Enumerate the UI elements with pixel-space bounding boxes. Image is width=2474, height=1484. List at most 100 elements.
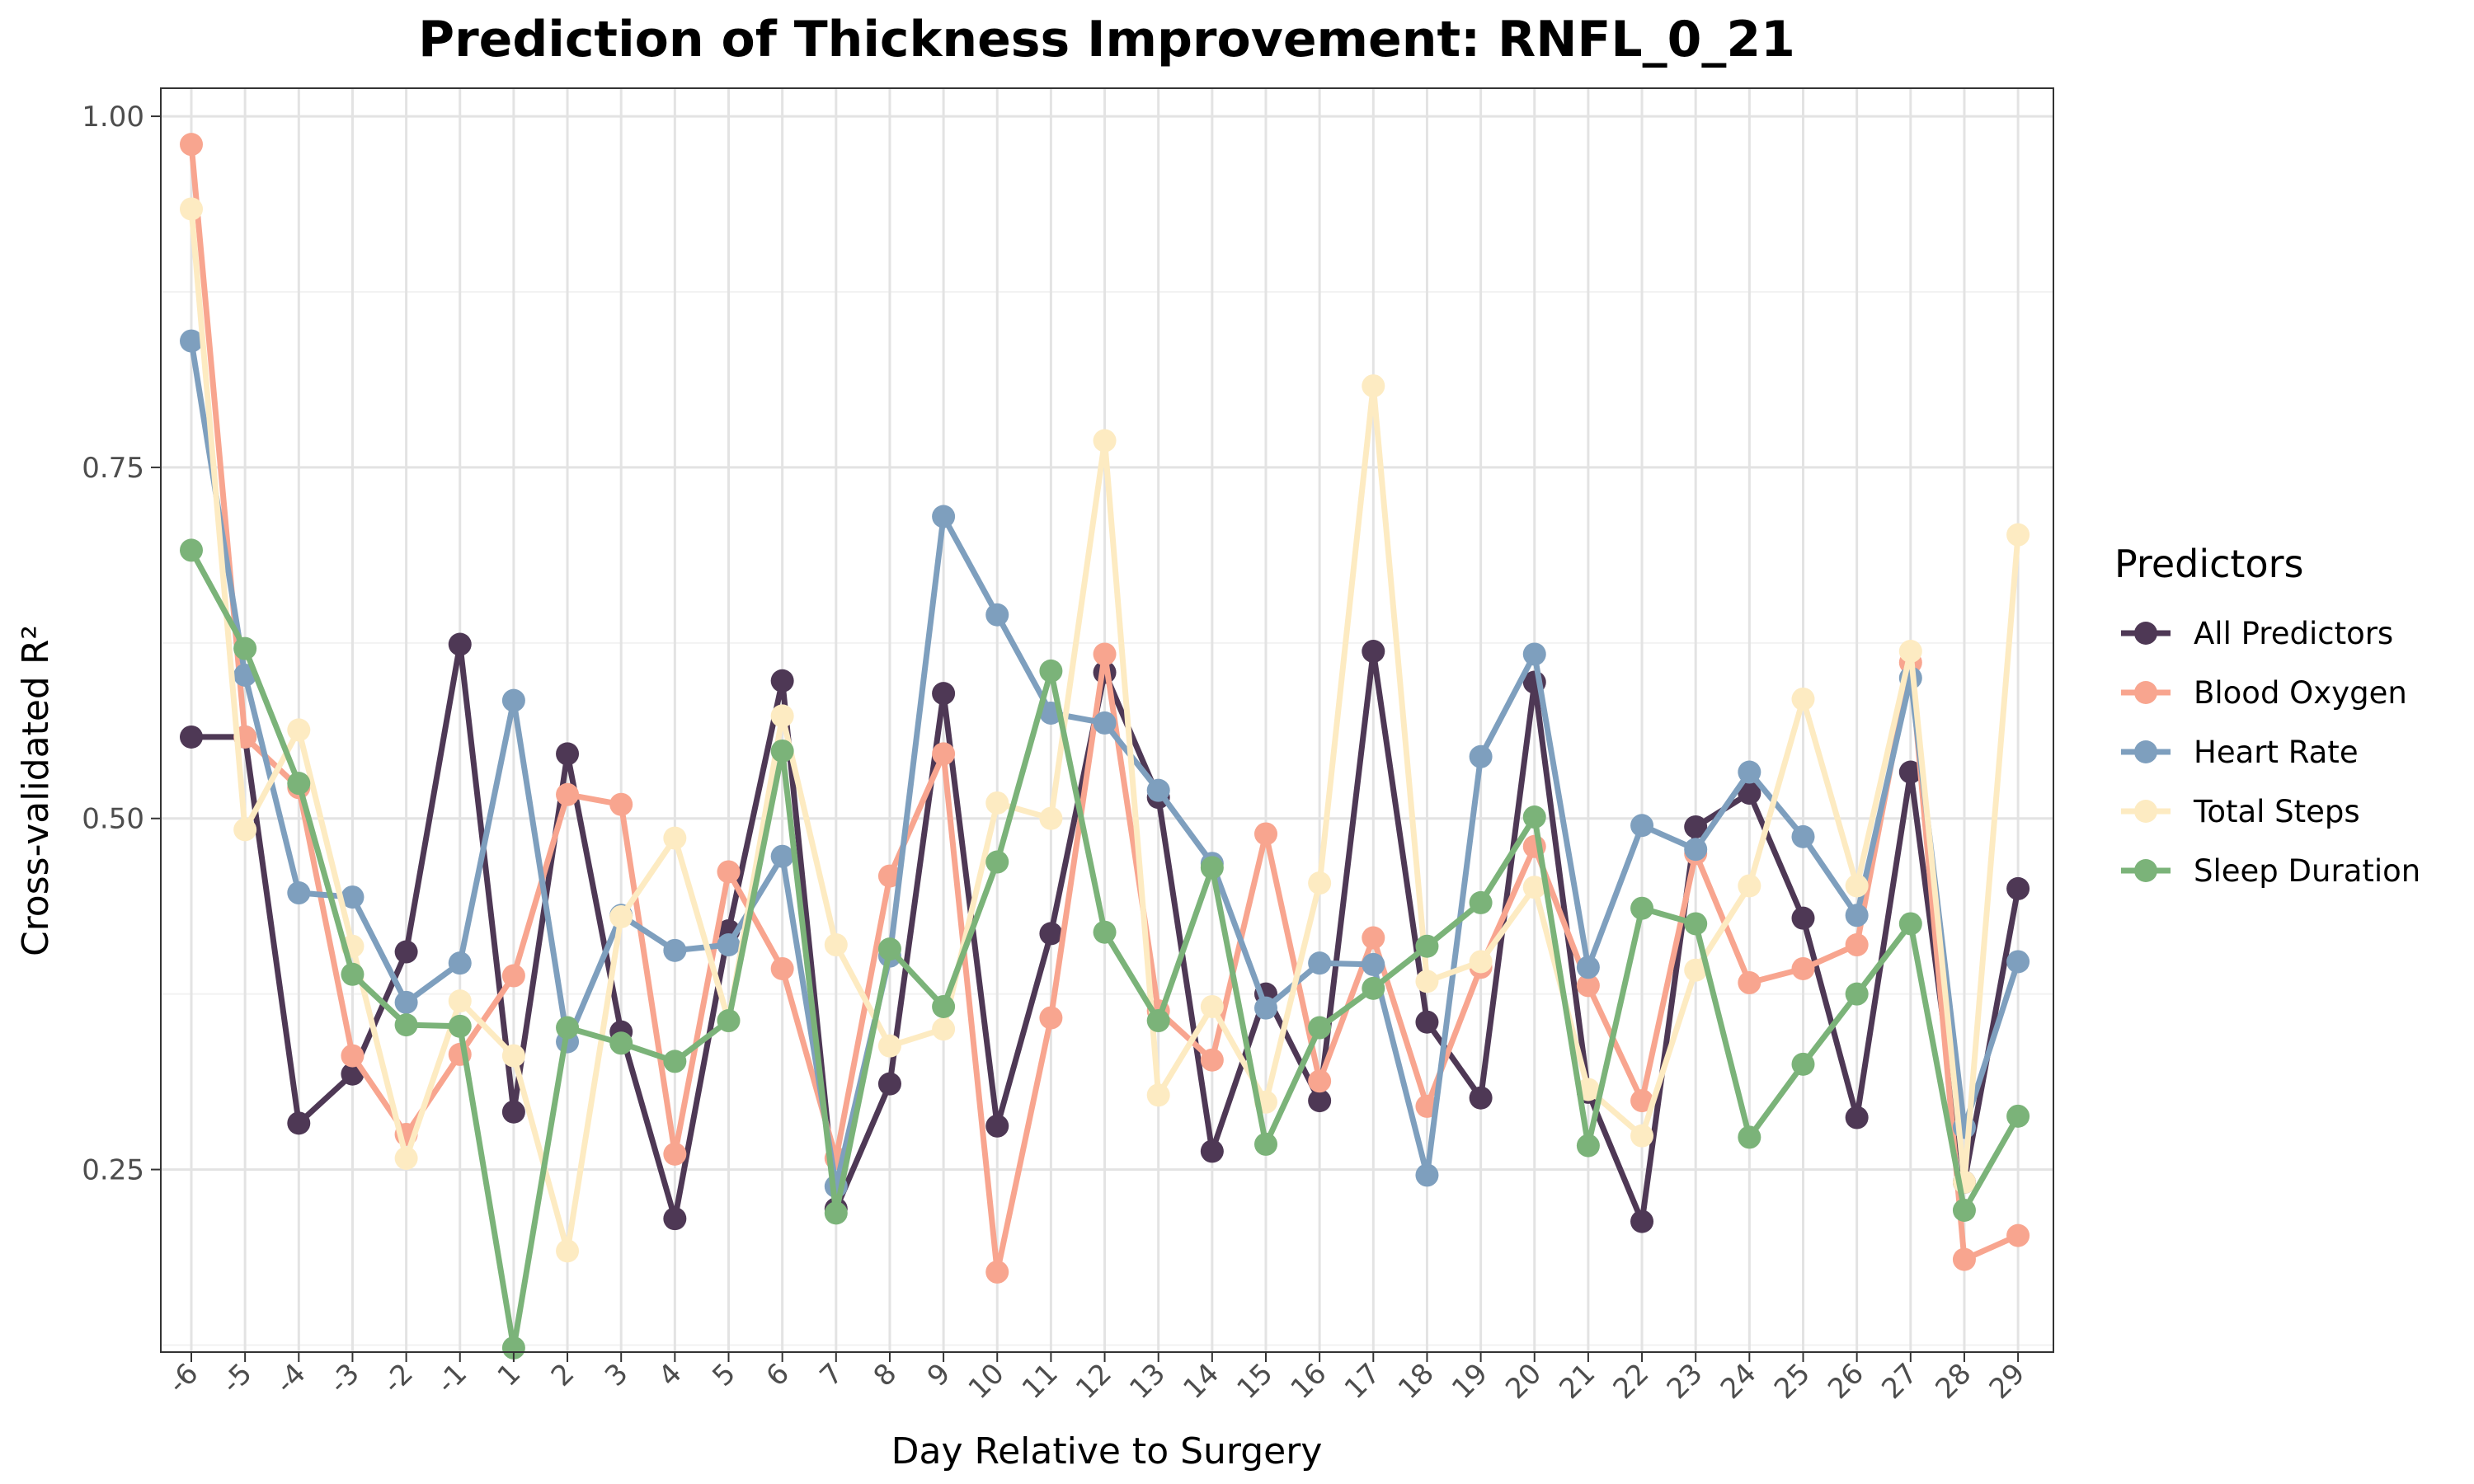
series-sleep-duration — [180, 538, 2030, 1360]
data-point — [1845, 982, 1869, 1006]
data-point — [1469, 950, 1493, 974]
data-point — [877, 1072, 901, 1096]
data-point — [1469, 744, 1493, 768]
data-point — [932, 1017, 956, 1041]
data-point — [1308, 1069, 1332, 1093]
data-point — [932, 994, 956, 1018]
data-point — [932, 742, 956, 766]
data-point — [1039, 806, 1063, 830]
data-point — [824, 933, 848, 957]
data-point — [448, 951, 472, 975]
data-point — [1738, 782, 1761, 805]
data-point — [1200, 856, 1224, 880]
x-tick-label: 15 — [1230, 1357, 1279, 1406]
data-point — [1308, 1016, 1332, 1040]
data-point — [932, 682, 956, 706]
data-point — [1576, 1134, 1600, 1158]
data-point — [1630, 1124, 1654, 1148]
data-point — [2006, 876, 2030, 900]
x-tick-label: 27 — [1875, 1357, 1924, 1406]
data-point — [1630, 896, 1654, 920]
data-point — [1308, 1089, 1332, 1113]
data-point — [1898, 912, 1922, 936]
data-point — [287, 1111, 311, 1135]
data-point — [394, 1146, 418, 1170]
data-point — [663, 1207, 687, 1231]
data-point — [501, 1044, 525, 1068]
legend: Predictors All Predictors Blood Oxygen Hea… — [2114, 542, 2420, 889]
data-point — [1093, 642, 1117, 666]
data-point — [448, 632, 472, 656]
data-point — [1146, 778, 1170, 802]
data-point — [1146, 1083, 1170, 1107]
x-tick-label: 13 — [1123, 1357, 1172, 1406]
x-tick-label: 20 — [1499, 1357, 1548, 1406]
data-point — [180, 725, 203, 749]
data-point — [180, 538, 203, 562]
data-point — [1362, 952, 1385, 976]
data-point — [448, 1014, 472, 1038]
data-point — [1308, 951, 1332, 975]
legend-item: All Predictors — [2121, 616, 2393, 651]
legend-key-point — [2134, 800, 2157, 823]
legend-label: Total Steps — [2193, 794, 2360, 829]
x-tick-label: 9 — [921, 1357, 957, 1393]
data-point — [1791, 687, 1815, 711]
y-tick-label: 0.75 — [82, 452, 144, 485]
data-point — [1738, 874, 1761, 898]
data-point — [877, 937, 901, 961]
data-point — [501, 1100, 525, 1124]
data-point — [1469, 1086, 1493, 1110]
data-point — [1039, 659, 1063, 683]
data-point — [770, 669, 794, 693]
data-point — [1791, 1052, 1815, 1076]
x-tick-label: -5 — [215, 1357, 258, 1400]
x-tick-label: 14 — [1177, 1357, 1225, 1406]
data-point — [1576, 974, 1600, 998]
series-total-steps — [180, 197, 2030, 1263]
data-point — [233, 636, 257, 660]
x-tick-label: 7 — [814, 1357, 850, 1393]
x-tick-label: 18 — [1392, 1357, 1441, 1406]
data-point — [1952, 1198, 1976, 1222]
data-point — [824, 1201, 848, 1225]
data-point — [2006, 950, 2030, 974]
data-point — [1200, 994, 1224, 1018]
data-point — [1952, 1247, 1976, 1271]
data-point — [341, 1044, 365, 1068]
legend-key-point — [2134, 622, 2157, 645]
data-point — [1791, 906, 1815, 930]
x-tick-label: 23 — [1661, 1357, 1710, 1406]
data-point — [501, 688, 525, 712]
data-point — [932, 505, 956, 528]
data-point — [609, 792, 633, 816]
data-point — [609, 1031, 633, 1055]
x-tick-label: 2 — [545, 1357, 581, 1393]
data-point — [1362, 640, 1385, 664]
x-tick-label: 4 — [652, 1357, 689, 1393]
data-point — [1845, 1106, 1869, 1129]
x-tick-label: 10 — [962, 1357, 1011, 1406]
data-point — [1308, 871, 1332, 895]
axes: 0.250.500.751.00-6 -5 -4 -3 -2 -1 1 2 3 4 5 6 7 8 9 10 1… — [82, 101, 2031, 1406]
data-point — [1684, 838, 1708, 862]
data-point — [1362, 976, 1385, 1000]
data-point — [985, 850, 1009, 874]
x-tick-label: 25 — [1768, 1357, 1817, 1406]
data-point — [1254, 996, 1277, 1020]
x-tick-label: 22 — [1607, 1357, 1656, 1406]
x-tick-label: -2 — [377, 1357, 420, 1400]
data-point — [717, 860, 741, 884]
x-tick-label: 28 — [1929, 1357, 1978, 1406]
data-point — [180, 133, 203, 157]
data-point — [985, 791, 1009, 815]
data-point — [1684, 912, 1708, 936]
data-point — [1898, 760, 1922, 784]
legend-label: Sleep Duration — [2194, 853, 2420, 889]
data-point — [1039, 922, 1063, 946]
data-point — [1738, 971, 1761, 995]
data-point — [1469, 890, 1493, 914]
data-point — [2006, 1104, 2030, 1128]
legend-title: Predictors — [2114, 542, 2303, 586]
